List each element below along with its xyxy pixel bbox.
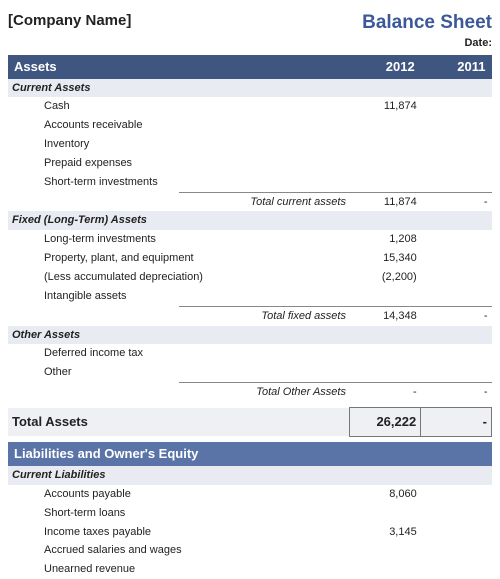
company-name: [Company Name] [8, 12, 131, 29]
line-item: Income taxes payable3,145 [8, 523, 492, 542]
group-fixed-assets: Fixed (Long-Term) Assets [8, 211, 492, 230]
date-label: Date: [362, 37, 492, 49]
header: [Company Name] Balance Sheet Date: [8, 12, 492, 49]
line-item: Unearned revenue [8, 560, 492, 579]
total-assets-y2: - [421, 408, 492, 437]
line-item: Accounts receivable [8, 116, 492, 135]
assets-header-row: Assets 2012 2011 [8, 55, 492, 79]
group-current-assets: Current Assets [8, 79, 492, 98]
line-item: Property, plant, and equipment15,340 [8, 249, 492, 268]
group-other-assets: Other Assets [8, 326, 492, 345]
line-item: Inventory [8, 135, 492, 154]
line-item: Short-term loans [8, 504, 492, 523]
line-item: Accounts payable8,060 [8, 485, 492, 504]
total-assets-label: Total Assets [8, 408, 350, 437]
liabilities-title: Liabilities and Owner's Equity [8, 442, 492, 466]
line-item: Intangible assets [8, 287, 492, 306]
line-item: Deferred income tax [8, 344, 492, 363]
assets-table: Assets 2012 2011 Current Assets Cash11,8… [8, 55, 492, 579]
line-item: Accrued salaries and wages [8, 541, 492, 560]
subtotal-current-assets: Total current assets11,874- [8, 192, 492, 211]
title-block: Balance Sheet Date: [362, 12, 492, 49]
liabilities-header-row: Liabilities and Owner's Equity [8, 442, 492, 466]
subtotal-fixed-assets: Total fixed assets14,348- [8, 306, 492, 325]
balance-sheet: [Company Name] Balance Sheet Date: Asset… [0, 0, 500, 579]
subtotal-other-assets: Total Other Assets-- [8, 383, 492, 402]
line-item: Short-term investments [8, 173, 492, 192]
group-current-liabilities: Current Liabilities [8, 466, 492, 485]
year-1: 2012 [350, 55, 421, 79]
line-item: Cash11,874 [8, 97, 492, 116]
line-item: Prepaid expenses [8, 154, 492, 173]
total-assets-row: Total Assets 26,222 - [8, 408, 492, 437]
year-2: 2011 [421, 55, 492, 79]
document-title: Balance Sheet [362, 12, 492, 34]
total-assets-y1: 26,222 [350, 408, 421, 437]
line-item: Other [8, 363, 492, 382]
line-item: Long-term investments1,208 [8, 230, 492, 249]
line-item: (Less accumulated depreciation)(2,200) [8, 268, 492, 287]
assets-title: Assets [8, 55, 350, 79]
